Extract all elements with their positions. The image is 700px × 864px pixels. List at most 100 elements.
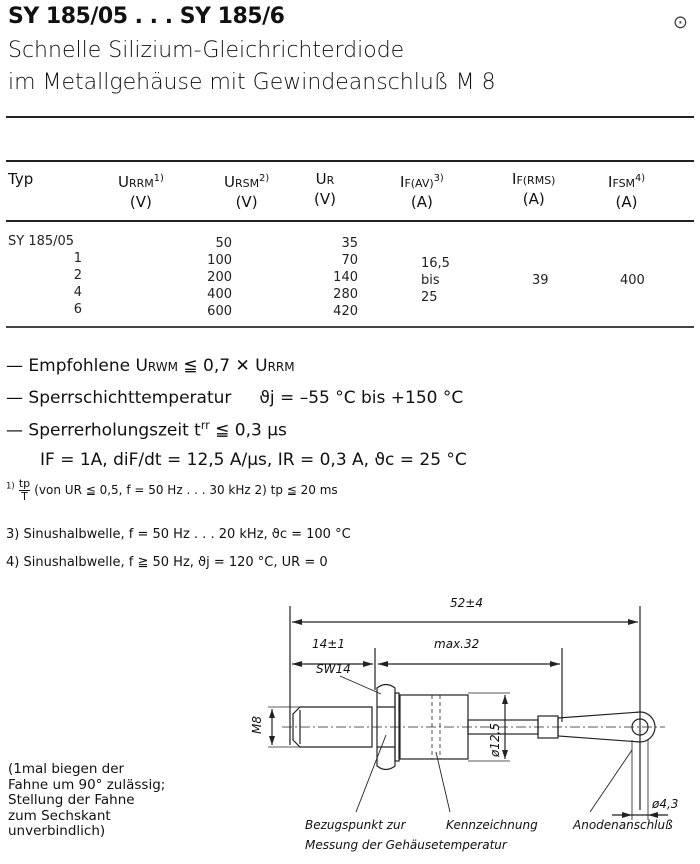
note-sub: RRM <box>267 360 295 374</box>
col-label: U <box>224 173 235 191</box>
note-text: — Sperrschichttemperatur <box>6 388 232 408</box>
leader-anode <box>589 749 633 813</box>
cell-typ: 2 <box>73 268 82 283</box>
col-sub: F(AV) <box>404 177 434 190</box>
leader-sw14 <box>339 675 382 695</box>
anode-tab <box>557 711 656 743</box>
footnote-4: 4) Sinushalbwelle, f ≧ 50 Hz, ϑj = 120 °… <box>6 555 328 570</box>
col-sup: 3) <box>433 173 444 184</box>
col-label: U <box>118 173 129 191</box>
arrowhead <box>378 661 388 667</box>
reference-point-label-1: Bezugspunkt zur <box>305 818 406 832</box>
subtitle-line-2: im Metallgehäuse mit Gewindeanschluß M 8 <box>8 70 496 95</box>
col-unit: (A) <box>615 193 638 211</box>
table-bottom-rule <box>6 326 694 328</box>
cell-ur: 140 <box>333 270 358 285</box>
arrowhead <box>628 619 638 625</box>
arrowhead <box>502 750 508 759</box>
note-urwm: — Empfohlene URWM ≦ 0,7 ✕ URRM <box>6 356 295 376</box>
cell-ur: 280 <box>333 287 358 302</box>
title-rule <box>6 116 694 118</box>
footnote-3: 3) Sinushalbwelle, f = 50 Hz . . . 20 kH… <box>6 527 351 542</box>
col-unit: (V) <box>314 190 336 208</box>
side-note: (1mal biegen der Fahne um 90° zulässig; … <box>8 761 166 840</box>
cell-ur: 35 <box>341 236 358 251</box>
col-sup: 2) <box>259 173 270 184</box>
col-typ: Typ <box>8 170 33 188</box>
hex-nut <box>376 683 396 771</box>
arrowhead <box>269 709 275 718</box>
col-sub: RSM <box>234 177 260 190</box>
side-note-line: Stellung der Fahne <box>8 792 135 808</box>
note-recovery-time: — Sperrerholungszeit trr ≦ 0,3 µs <box>6 419 287 441</box>
cell-ifav: 16,5 <box>421 256 450 271</box>
table-header-rule <box>6 220 694 222</box>
note-junction-temp: — Sperrschichttemperatur ϑj = –55 °C bis … <box>6 388 463 408</box>
cell-ur: 420 <box>333 304 358 319</box>
thread-label: M8 <box>250 716 264 734</box>
note-text: — Empfohlene U <box>6 356 148 376</box>
col-sup: 1) <box>153 173 164 184</box>
col-ifav: IF(AV)3) (A) <box>400 170 444 211</box>
flange <box>394 692 400 762</box>
marking-label: Kennzeichnung <box>446 818 538 832</box>
note-conditions: IF = 1A, diF/dt = 12,5 A/µs, IR = 0,3 A,… <box>40 450 467 470</box>
col-ur: UR (V) <box>314 170 336 208</box>
col-sup: 4) <box>635 173 646 184</box>
side-note-line: (1mal biegen der <box>8 761 125 777</box>
corner-mark-icon: ⊙ <box>672 12 688 33</box>
col-unit: (V) <box>235 193 258 211</box>
side-note-line: zum Sechskant <box>8 807 111 824</box>
cell-typ: 6 <box>73 302 82 317</box>
col-unit: (V) <box>129 193 152 211</box>
cell-ifrms: 39 <box>532 273 549 288</box>
note-sup: rr <box>200 419 210 432</box>
footnote-mark: 1) <box>6 480 15 491</box>
arrowhead <box>363 661 373 667</box>
col-sub: F(RMS) <box>516 174 556 187</box>
note-value: ϑj = –55 °C bis +150 °C <box>259 388 464 408</box>
col-sub: R <box>326 174 335 187</box>
col-unit: (A) <box>522 190 545 208</box>
cell-urrm: 200 <box>207 270 232 285</box>
reference-point-label-2: Messung der Gehäusetemperatur <box>305 838 507 852</box>
arrowhead <box>622 812 632 818</box>
arrowhead <box>550 661 560 667</box>
col-label: I <box>608 173 613 191</box>
footnote-1: 1) tp T (von UR ≦ 0,5, f = 50 Hz . . . 30… <box>6 478 338 503</box>
cell-typ: SY 185/05 <box>8 234 75 249</box>
col-urrm: URRM1) (V) <box>118 170 164 211</box>
document-title: SY 185/05 . . . SY 185/6 <box>8 4 285 29</box>
leader-marking <box>435 751 451 813</box>
col-label: I <box>400 173 405 191</box>
cell-ur: 70 <box>341 253 358 268</box>
note-text: ≦ 0,3 µs <box>209 420 287 441</box>
col-sub: RRM <box>128 177 154 190</box>
cell-ifav: 25 <box>421 290 438 305</box>
cell-urrm: 400 <box>207 287 232 302</box>
body-diameter-label: ø12,5 <box>488 722 503 758</box>
wrench-size-label: SW14 <box>316 662 351 676</box>
tab-eye <box>631 718 649 736</box>
table-top-rule <box>6 160 694 162</box>
eye-diameter-label: ø4,3 <box>652 797 679 811</box>
col-unit: (A) <box>410 193 433 211</box>
col-sub: FSM <box>612 177 636 190</box>
arrowhead <box>269 736 275 745</box>
note-text: — Sperrerholungszeit t <box>6 420 201 441</box>
col-ifrms: IF(RMS) (A) <box>512 170 555 208</box>
fraction-numerator: tp <box>18 477 31 491</box>
col-label: Typ <box>8 170 34 188</box>
dim-total-label: 52±4 <box>450 596 483 610</box>
dim-max-label: max.32 <box>434 637 480 651</box>
cell-typ: 4 <box>73 285 82 300</box>
footnote-text: (von UR ≦ 0,5, f = 50 Hz . . . 30 kHz 2)… <box>34 483 338 497</box>
cell-typ: 1 <box>73 251 82 266</box>
cell-ifsm: 400 <box>620 273 645 288</box>
arrowhead <box>292 619 302 625</box>
arrowhead <box>648 812 658 818</box>
side-note-line: Fahne um 90° zulässig; <box>8 776 166 793</box>
cell-ifav: bis <box>421 273 440 288</box>
subtitle-line-1: Schnelle Silizium-Gleichrichterdiode <box>8 38 405 63</box>
